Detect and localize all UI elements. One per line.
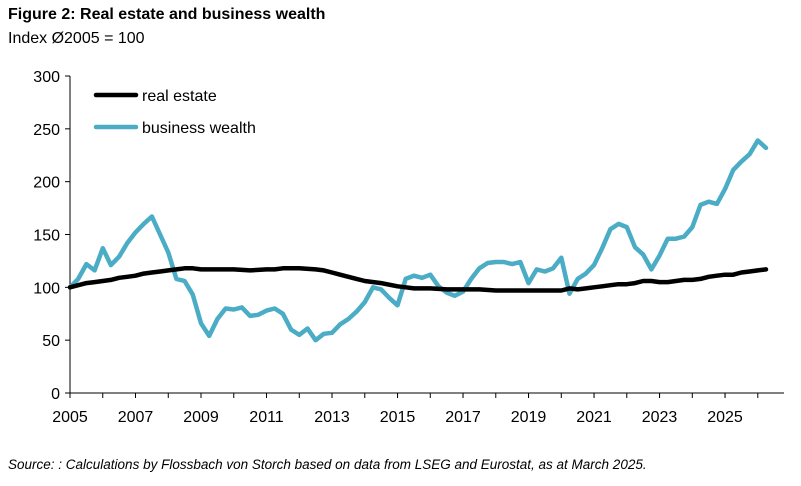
tick-labels: 0 50 100 150 200 250 300 2005 2007 2009 2011 2013 20… bbox=[33, 69, 743, 426]
x-tick-label: 2009 bbox=[183, 409, 219, 426]
series-line-business-wealth bbox=[67, 138, 769, 343]
line-chart: 0 50 100 150 200 250 300 2005 2007 2009 2011 2013 20… bbox=[33, 69, 784, 426]
y-tick-label: 250 bbox=[33, 122, 60, 139]
x-tick-label: 2023 bbox=[642, 409, 678, 426]
x-tick-label: 2005 bbox=[52, 409, 88, 426]
y-tick-label: 0 bbox=[51, 386, 60, 403]
x-tick-label: 2015 bbox=[380, 409, 416, 426]
series-lines bbox=[67, 138, 769, 343]
legend: real estate business wealth bbox=[93, 88, 256, 137]
x-tick-label: 2007 bbox=[118, 409, 154, 426]
legend-label-business-wealth: business wealth bbox=[142, 120, 256, 137]
x-tick-label: 2011 bbox=[249, 409, 284, 426]
y-tick-label: 150 bbox=[33, 228, 60, 245]
series-line-real-estate bbox=[67, 266, 769, 293]
x-tick-label: 2017 bbox=[445, 409, 481, 426]
x-tick-label: 2021 bbox=[576, 409, 612, 426]
y-tick-label: 100 bbox=[33, 280, 60, 297]
axes bbox=[65, 75, 784, 398]
chart-title: Figure 2: Real estate and business wealt… bbox=[8, 6, 326, 23]
chart-subtitle: Index Ø2005 = 100 bbox=[8, 30, 145, 47]
x-tick-label: 2019 bbox=[511, 409, 547, 426]
x-tick-label: 2025 bbox=[707, 409, 743, 426]
legend-label-real-estate: real estate bbox=[142, 88, 217, 105]
y-tick-label: 200 bbox=[33, 175, 60, 192]
y-tick-label: 300 bbox=[33, 69, 60, 86]
x-tick-label: 2013 bbox=[314, 409, 350, 426]
source-note: Source: : Calculations by Flossbach von … bbox=[8, 457, 647, 472]
y-tick-label: 50 bbox=[42, 333, 60, 350]
